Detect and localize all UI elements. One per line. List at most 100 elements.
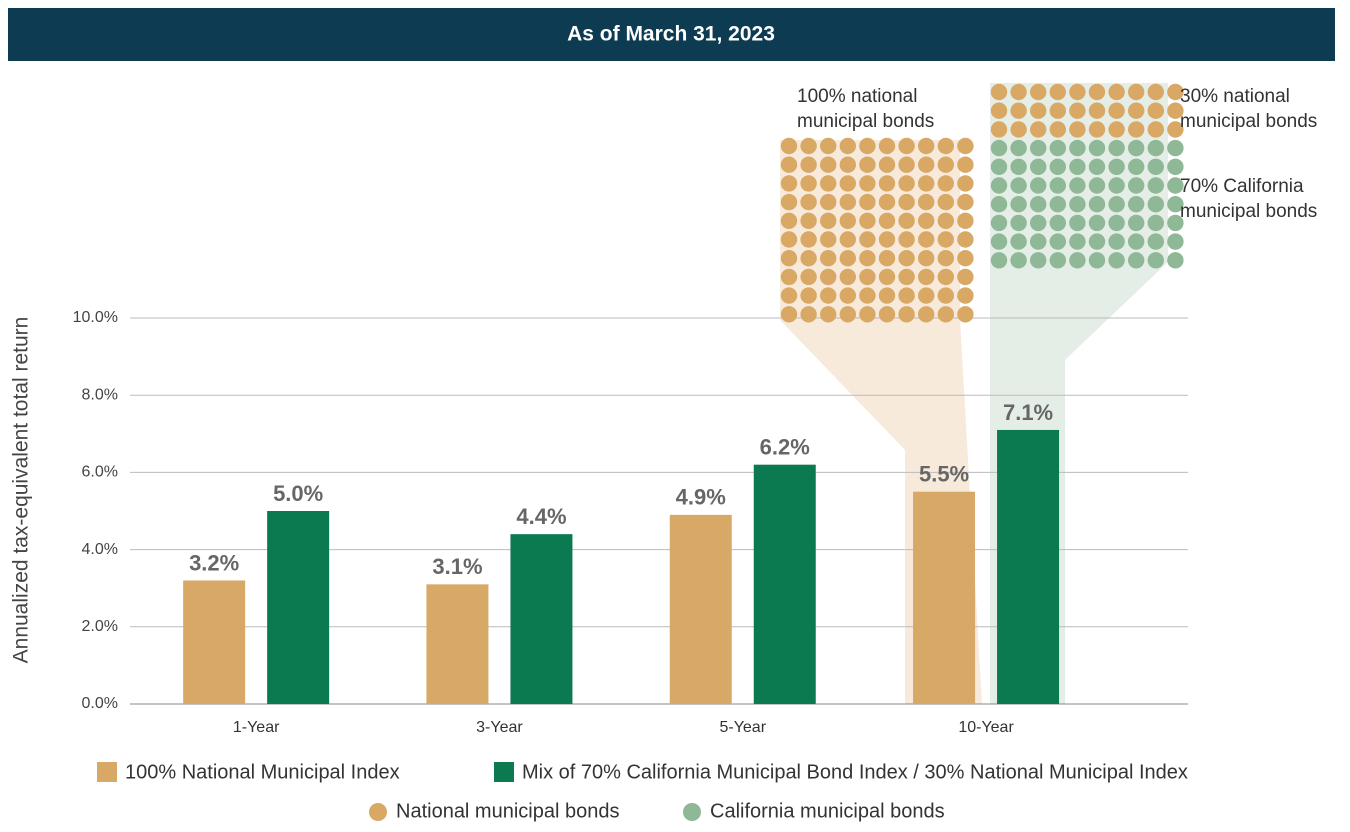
waffle-dot	[859, 212, 876, 229]
bar	[426, 584, 489, 704]
waffle-dot	[1049, 102, 1067, 119]
waffle-dot	[990, 196, 1008, 213]
waffle-dot	[1088, 158, 1106, 175]
waffle-dot	[990, 214, 1008, 232]
waffle-dot	[898, 193, 915, 211]
waffle-dot	[1147, 252, 1165, 269]
waffle-dot	[1069, 214, 1086, 232]
waffle-dot	[859, 287, 876, 304]
waffle-dot	[780, 250, 798, 267]
waffle-dot	[1069, 139, 1086, 157]
y-tick-label: 2.0%	[82, 618, 118, 635]
waffle-dot	[1147, 158, 1165, 175]
waffle-dot	[898, 306, 915, 323]
waffle-dot	[1030, 158, 1047, 175]
y-axis-label: Annualized tax-equivalent total return	[10, 317, 33, 664]
waffle-dot	[839, 156, 856, 173]
waffle-dot	[800, 268, 817, 286]
waffle-dot	[1088, 177, 1106, 194]
waffle-dot	[1128, 158, 1145, 175]
value-label: 6.2%	[760, 434, 810, 459]
value-label: 5.0%	[273, 481, 323, 506]
waffle-dot	[820, 287, 837, 304]
waffle-label: municipal bonds	[1180, 201, 1317, 222]
waffle-dot	[820, 231, 837, 248]
waffle-dot	[1167, 83, 1184, 101]
waffle-dot	[800, 287, 817, 304]
waffle-dot	[820, 306, 837, 323]
legend-label: National municipal bonds	[396, 800, 619, 822]
waffle-dot	[1010, 139, 1027, 157]
waffle-dot	[1069, 252, 1086, 269]
waffle-dot	[1147, 177, 1165, 194]
waffle-dot	[1030, 102, 1047, 119]
waffle-dot	[820, 193, 837, 211]
waffle-dot	[878, 287, 896, 304]
waffle-dot	[957, 137, 974, 155]
waffle-dot	[937, 212, 954, 229]
waffle-dot	[780, 156, 798, 173]
waffle-dot	[1108, 139, 1125, 157]
waffle-dot	[800, 212, 817, 229]
waffle-dot	[839, 231, 856, 248]
waffle-dot	[820, 156, 837, 173]
waffle-dot	[918, 137, 935, 155]
waffle-dot	[990, 177, 1008, 194]
waffle-dot	[1049, 158, 1067, 175]
waffle-dot	[1069, 121, 1086, 138]
waffle-dot	[898, 250, 915, 267]
waffle-dot	[957, 175, 974, 192]
waffle-dot	[1030, 252, 1047, 269]
waffle-dot	[878, 156, 896, 173]
bar	[753, 464, 816, 704]
waffle-dot	[1147, 233, 1165, 250]
waffle-dot	[1167, 196, 1184, 213]
waffle-label: 100% national	[797, 86, 917, 107]
waffle-dot	[820, 175, 837, 192]
waffle-dot	[1147, 139, 1165, 157]
legend-label: Mix of 70% California Municipal Bond Ind…	[522, 761, 1188, 783]
waffle-dot	[918, 287, 935, 304]
waffle-dot	[1010, 196, 1027, 213]
waffle-dot	[937, 175, 954, 192]
y-tick-label: 8.0%	[82, 386, 118, 403]
waffle-dot	[1049, 252, 1067, 269]
waffle-dot	[1128, 196, 1145, 213]
waffle-dot	[1069, 177, 1086, 194]
waffle-dot	[820, 268, 837, 286]
waffle-dot	[1069, 83, 1086, 101]
waffle-dot	[878, 250, 896, 267]
waffle-dot	[1128, 102, 1145, 119]
waffle-dot	[839, 268, 856, 286]
waffle-dot	[1167, 177, 1184, 194]
waffle-dot	[1128, 139, 1145, 157]
waffle-dot	[898, 137, 915, 155]
waffle-dot	[1030, 83, 1047, 101]
waffle-dot	[957, 287, 974, 304]
waffle-dot	[1049, 196, 1067, 213]
waffle-dot	[937, 287, 954, 304]
waffle-dot	[800, 250, 817, 267]
waffle-dot	[918, 175, 935, 192]
waffle-dot	[800, 193, 817, 211]
waffle-dot	[839, 250, 856, 267]
value-label: 3.2%	[189, 550, 239, 575]
waffle-dot	[937, 156, 954, 173]
waffle-dot	[990, 158, 1008, 175]
bar	[510, 534, 573, 704]
waffle-dot	[878, 137, 896, 155]
waffle-dot	[1128, 252, 1145, 269]
y-tick-label: 10.0%	[73, 309, 118, 326]
waffle-dot	[937, 231, 954, 248]
waffle-dot	[859, 268, 876, 286]
waffle-dot	[1030, 139, 1047, 157]
waffle-dot	[859, 156, 876, 173]
waffle-dot	[800, 306, 817, 323]
waffle-dot	[839, 212, 856, 229]
waffle-dot	[1030, 196, 1047, 213]
value-label: 3.1%	[432, 554, 482, 579]
waffle-dot	[1010, 158, 1027, 175]
waffle-dot	[859, 175, 876, 192]
waffle-dot	[1167, 214, 1184, 232]
